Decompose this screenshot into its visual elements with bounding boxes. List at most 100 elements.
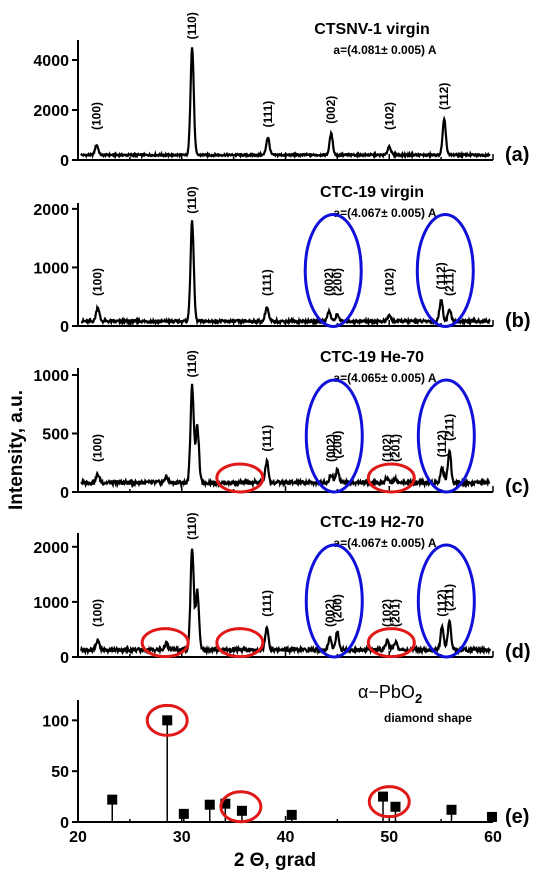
peak-label: (112) bbox=[435, 430, 449, 457]
y-tick-label: 1000 bbox=[33, 368, 69, 385]
peak-label: (112) bbox=[434, 262, 448, 289]
diffraction-curve bbox=[80, 548, 491, 656]
peak-label: (200) bbox=[330, 594, 344, 622]
panel-title: CTC-19 H2-70 bbox=[320, 514, 424, 531]
title-subscript: 2 bbox=[415, 691, 422, 706]
red-highlight-ellipse bbox=[366, 462, 416, 494]
y-tick-label: 0 bbox=[60, 650, 69, 667]
y-tick-label: 4000 bbox=[33, 53, 69, 70]
peak-label: (111) bbox=[260, 590, 274, 617]
peak-label: (002) bbox=[323, 599, 337, 627]
peak-label: (200) bbox=[330, 268, 344, 296]
red-highlight-ellipse bbox=[215, 627, 265, 659]
lattice-parameter: a=(4.065± 0.005) A bbox=[333, 371, 437, 385]
peak-label: (110) bbox=[185, 513, 199, 540]
blue-highlight-ellipse bbox=[304, 378, 364, 494]
panel-d: 0 1000 2000 CTC-19 H2-70 a=(4.067± 0.005) A (… bbox=[33, 513, 530, 667]
peak-label: (111) bbox=[260, 425, 274, 452]
y-tick-label: 0 bbox=[60, 485, 69, 502]
peak-label: (201) bbox=[388, 599, 402, 627]
y-tick-label: 1000 bbox=[33, 595, 69, 612]
y-tick-label: 50 bbox=[51, 764, 69, 781]
panel-title: CTC-19 He-70 bbox=[320, 349, 424, 366]
peak-label: (100) bbox=[91, 434, 105, 462]
panel-letter: (d) bbox=[505, 641, 531, 663]
panel-b: 0 1000 2000 CTC-19 virgin a=(4.067± 0.005) A… bbox=[33, 184, 530, 336]
red-highlight-ellipse bbox=[366, 627, 416, 659]
reference-peak-marker bbox=[107, 794, 118, 805]
diffraction-curve bbox=[80, 47, 491, 160]
peak-label: (112) bbox=[435, 589, 449, 616]
panel-title: CTSNV-1 virgin bbox=[314, 21, 430, 38]
x-tick-label: 30 bbox=[173, 829, 191, 846]
panel-title: α−PbO2 bbox=[358, 682, 422, 706]
reference-peak-marker bbox=[446, 804, 457, 815]
panel-title: CTC-19 virgin bbox=[320, 184, 424, 201]
y-tick-label: 1000 bbox=[33, 260, 69, 277]
panel-a: 0 2000 4000 CTSNV-1 virgin a=(4.081± 0.005) … bbox=[33, 12, 529, 170]
peak-label: (111) bbox=[261, 101, 275, 128]
peak-label: (211) bbox=[442, 414, 456, 441]
peak-label: (110) bbox=[185, 350, 199, 377]
peak-label: (100) bbox=[90, 102, 104, 130]
x-tick-label: 20 bbox=[69, 829, 87, 846]
reference-peak-marker bbox=[486, 811, 497, 822]
blue-highlight-ellipse bbox=[303, 213, 363, 328]
red-highlight-ellipse bbox=[367, 785, 411, 819]
y-tick-label: 2000 bbox=[33, 540, 69, 557]
red-highlight-ellipse bbox=[140, 627, 190, 659]
panel-letter: (e) bbox=[505, 806, 529, 828]
peak-label: (002) bbox=[322, 268, 336, 296]
reference-peak-marker bbox=[178, 808, 189, 819]
lattice-parameter: a=(4.081± 0.005) A bbox=[333, 43, 437, 57]
y-tick-label: 2000 bbox=[33, 202, 69, 219]
panel-letter: (b) bbox=[505, 310, 531, 332]
blue-highlight-ellipse bbox=[416, 543, 476, 659]
y-axis-label: Intensity, a.u. bbox=[6, 390, 27, 510]
peak-label: (102) bbox=[382, 268, 396, 296]
panel-letter: (a) bbox=[505, 144, 529, 166]
x-tick-label: 60 bbox=[484, 829, 502, 846]
reference-peak-marker bbox=[162, 715, 173, 726]
peak-label: (100) bbox=[91, 268, 105, 296]
y-tick-label: 500 bbox=[42, 427, 69, 444]
peak-label: (102) bbox=[380, 599, 394, 627]
panel-letter: (c) bbox=[505, 476, 529, 498]
blue-highlight-ellipse bbox=[416, 378, 476, 494]
peak-label: (112) bbox=[437, 83, 451, 110]
peak-label: (102) bbox=[382, 102, 396, 130]
reference-peak-marker bbox=[390, 801, 401, 812]
reference-peak-marker bbox=[220, 798, 231, 809]
peak-label: (100) bbox=[91, 599, 105, 627]
red-highlight-ellipse bbox=[145, 703, 189, 737]
reference-peak-marker bbox=[204, 799, 215, 810]
red-highlight-ellipse bbox=[215, 462, 265, 494]
diffraction-curve bbox=[80, 220, 491, 327]
peak-label: (110) bbox=[185, 186, 199, 213]
diffraction-curve bbox=[80, 383, 491, 489]
y-tick-label: 0 bbox=[60, 319, 69, 336]
panel-subtitle: diamond shape bbox=[384, 711, 472, 725]
peak-label: (110) bbox=[185, 12, 199, 39]
peak-label: (002) bbox=[324, 96, 338, 124]
y-tick-label: 100 bbox=[42, 713, 69, 730]
peak-label: (102) bbox=[380, 434, 394, 462]
reference-peak-marker bbox=[378, 791, 389, 802]
y-tick-label: 2000 bbox=[33, 103, 69, 120]
peak-label: (002) bbox=[324, 434, 338, 462]
y-tick-label: 0 bbox=[60, 153, 69, 170]
lattice-parameter: a=(4.067± 0.005) A bbox=[333, 206, 437, 220]
y-tick-label: 0 bbox=[60, 815, 69, 832]
peak-label: (211) bbox=[442, 269, 456, 296]
peak-label: (200) bbox=[330, 431, 344, 459]
reference-peak-marker bbox=[286, 809, 297, 820]
x-tick-label: 50 bbox=[380, 829, 398, 846]
panel-e: 0 50 100 20 30 40 50 60 α−PbO2 diamond shape (e) bbox=[42, 682, 529, 846]
x-axis-label: 2 Θ, grad bbox=[234, 850, 316, 871]
lattice-parameter: a=(4.067± 0.005) A bbox=[333, 536, 437, 550]
peak-label: (211) bbox=[442, 584, 456, 611]
blue-highlight-ellipse bbox=[415, 213, 475, 328]
reference-peak-marker bbox=[236, 805, 247, 816]
